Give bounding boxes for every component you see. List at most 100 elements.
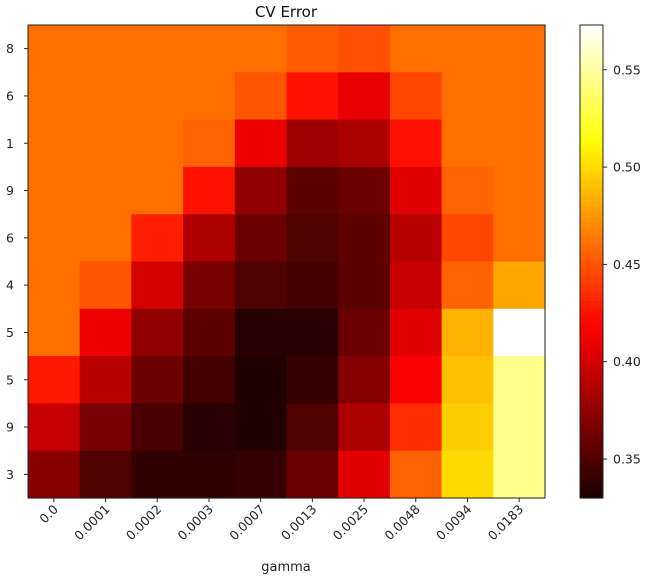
colorbar-segment bbox=[580, 367, 603, 373]
colorbar-segment bbox=[580, 32, 603, 38]
colorbar-segment bbox=[580, 281, 603, 286]
heatmap-cell bbox=[234, 308, 288, 357]
heatmap-cell bbox=[79, 214, 132, 263]
colorbar-segment bbox=[580, 178, 603, 184]
heatmap-cell bbox=[338, 25, 391, 73]
heatmap-cell bbox=[389, 356, 443, 404]
heatmap-cell bbox=[131, 403, 184, 452]
colorbar-segment bbox=[580, 92, 603, 97]
colorbar-segment bbox=[580, 190, 603, 196]
heatmap-cell bbox=[338, 119, 391, 168]
heatmap-cell bbox=[338, 403, 391, 452]
heatmap-cell bbox=[131, 308, 184, 357]
heatmap-cell bbox=[441, 72, 494, 121]
colorbar-segment bbox=[580, 344, 603, 349]
colorbar-segment bbox=[580, 241, 603, 247]
heatmap-cell bbox=[234, 450, 288, 499]
colorbar-segment bbox=[580, 395, 603, 401]
colorbar-segment bbox=[580, 119, 603, 125]
colorbar-segment bbox=[580, 466, 603, 472]
heatmap-cell bbox=[79, 450, 132, 499]
colorbar-frame bbox=[579, 24, 604, 499]
colorbar-segment bbox=[580, 95, 603, 101]
x-tick-label: 0.0003 bbox=[175, 502, 217, 544]
heatmap-cell bbox=[493, 166, 546, 215]
colorbar-segment bbox=[580, 99, 603, 105]
colorbar-segment bbox=[580, 182, 603, 188]
heatmap-cell bbox=[79, 403, 132, 452]
heatmap-cell bbox=[389, 72, 443, 121]
heatmap-cell bbox=[441, 119, 494, 168]
colorbar-tick-label: 0.35 bbox=[613, 452, 641, 467]
colorbar-segment bbox=[580, 494, 603, 499]
x-axis-ticks: 0.0 0.0001 0.0002 0.0003 0.0007 0.0013 0.0025 0… bbox=[36, 498, 526, 543]
colorbar-segment bbox=[580, 111, 603, 117]
x-tick-label: 0.0025 bbox=[330, 502, 372, 544]
colorbar-segment bbox=[580, 233, 603, 239]
colorbar-segment bbox=[580, 166, 603, 172]
colorbar-segment bbox=[580, 474, 603, 479]
colorbar-tick-label: 0.45 bbox=[613, 257, 641, 272]
y-tick-label: 5 bbox=[6, 372, 14, 387]
colorbar-segment bbox=[580, 387, 603, 393]
heatmap-cell bbox=[234, 72, 288, 121]
heatmap-cell bbox=[183, 25, 236, 73]
heatmap-cell bbox=[338, 450, 391, 499]
colorbar-segment bbox=[580, 198, 603, 203]
colorbar-segment bbox=[580, 44, 603, 50]
heatmap-cell bbox=[493, 356, 546, 404]
heatmap-cell bbox=[28, 261, 81, 310]
heatmap-cell bbox=[441, 356, 494, 404]
heatmap-cell bbox=[493, 119, 546, 168]
colorbar-segment bbox=[580, 462, 603, 468]
heatmap-cell bbox=[338, 72, 391, 121]
y-tick-label: 9 bbox=[6, 183, 14, 198]
y-tick-label: 3 bbox=[6, 467, 14, 482]
colorbar-segment bbox=[580, 490, 603, 495]
colorbar-segment bbox=[580, 360, 603, 365]
colorbar-ticks: 0.35 0.40 0.45 0.50 0.55 bbox=[603, 62, 641, 467]
heatmap-cell bbox=[389, 403, 443, 452]
heatmap-cell bbox=[441, 403, 494, 452]
colorbar-segment bbox=[580, 371, 603, 377]
heatmap-cell bbox=[234, 261, 288, 310]
colorbar-segment bbox=[580, 135, 603, 140]
colorbar-segment bbox=[580, 454, 603, 460]
heatmap-cell bbox=[28, 72, 81, 121]
colorbar-segment bbox=[580, 324, 603, 330]
colorbar-segment bbox=[580, 289, 603, 294]
colorbar-segment bbox=[580, 131, 603, 136]
colorbar-segment bbox=[580, 218, 603, 223]
colorbar-segment bbox=[580, 486, 603, 491]
colorbar-segment bbox=[580, 56, 603, 62]
heatmap-cell bbox=[28, 25, 81, 73]
heatmap-cell bbox=[131, 214, 184, 263]
colorbar-segment bbox=[580, 162, 603, 168]
colorbar-segment bbox=[580, 147, 603, 152]
colorbar-segment bbox=[580, 127, 603, 133]
colorbar-segment bbox=[580, 308, 603, 314]
heatmap-cell bbox=[183, 72, 236, 121]
colorbar-segment bbox=[580, 300, 603, 306]
heatmap-cell bbox=[286, 72, 339, 121]
colorbar-tick-label: 0.55 bbox=[613, 62, 641, 77]
colorbar-segment bbox=[580, 423, 603, 428]
chart-title: CV Error bbox=[255, 3, 318, 21]
heatmap-cell bbox=[286, 356, 339, 404]
x-tick-label: 0.0002 bbox=[123, 502, 165, 544]
y-tick-label: 5 bbox=[6, 325, 14, 340]
colorbar-segment bbox=[580, 478, 603, 483]
heatmap-cell bbox=[286, 25, 339, 73]
y-tick-label: 9 bbox=[6, 420, 14, 435]
heatmap-cell bbox=[234, 119, 288, 168]
colorbar-segment bbox=[580, 60, 603, 66]
colorbar-segment bbox=[580, 450, 603, 456]
colorbar-segment bbox=[580, 249, 603, 255]
colorbar-segment bbox=[580, 446, 603, 452]
heatmap-cell bbox=[338, 261, 391, 310]
heatmap-cell bbox=[389, 119, 443, 168]
x-tick-label: 0.0001 bbox=[71, 502, 113, 544]
x-tick-label: 0.0007 bbox=[226, 502, 268, 544]
colorbar-segment bbox=[580, 442, 603, 448]
